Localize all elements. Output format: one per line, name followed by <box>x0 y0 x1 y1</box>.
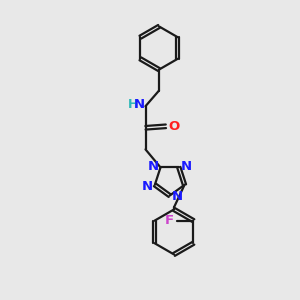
Text: O: O <box>168 120 179 133</box>
Text: N: N <box>142 179 153 193</box>
Text: N: N <box>148 160 159 173</box>
Text: N: N <box>171 190 182 203</box>
Text: F: F <box>165 214 174 226</box>
Text: N: N <box>181 160 192 173</box>
Text: H: H <box>128 98 138 111</box>
Text: N: N <box>134 98 145 111</box>
